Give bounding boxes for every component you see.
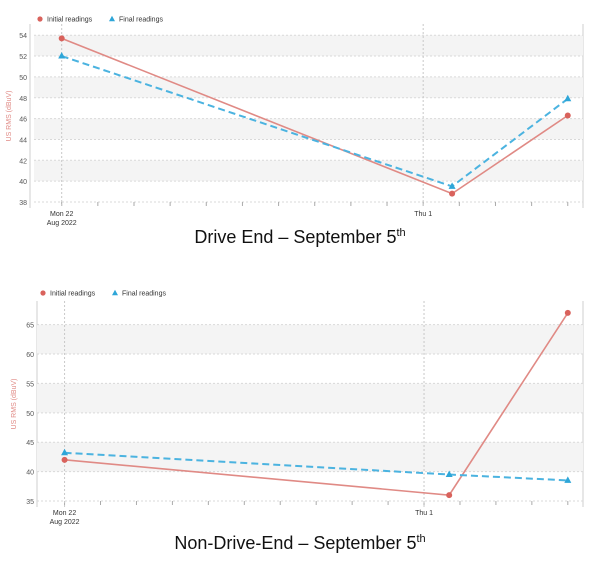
non-drive-end-caption: Non-Drive-End – September 5th xyxy=(0,533,600,554)
chart2-final-reading-point xyxy=(61,448,69,456)
chart2-legend-final-label: Final readings xyxy=(122,291,166,298)
chart1-legend-final-marker xyxy=(109,15,115,22)
chart1-grid-band xyxy=(34,35,583,57)
chart2-grid-band xyxy=(37,383,583,413)
chart2-final-reading-point xyxy=(445,470,453,478)
chart2-initial-reading-point xyxy=(446,492,453,499)
chart2-legend-final-marker xyxy=(112,289,118,296)
drive-end-panel: 38 40 42 44 46 48 50 52 54 Mon 22 Aug 2022 Thu 1 US … xyxy=(0,0,600,262)
chart2-initial-reading-point xyxy=(61,456,68,463)
chart1-y-tick-label: 44 xyxy=(19,137,27,144)
chart1-y-tick-label: 50 xyxy=(19,75,27,82)
chart1-grid-band xyxy=(34,160,583,182)
chart2-y-tick-label: 55 xyxy=(26,381,34,388)
chart1-y-axis-label: US RMS (dBuV) xyxy=(6,91,13,142)
chart1-initial-reading-point xyxy=(58,35,65,42)
non-drive-end-caption-text: Non-Drive-End – September 5 xyxy=(174,533,417,553)
chart1-y-tick-label: 38 xyxy=(19,200,27,207)
chart1-y-tick-label: 52 xyxy=(19,54,27,61)
chart2-initial-reading-point xyxy=(564,309,571,316)
chart1-y-tick-label: 54 xyxy=(19,33,27,40)
chart2-grid-band xyxy=(37,324,583,355)
chart1-initial-reading-point xyxy=(564,112,571,119)
drive-end-chart: 38 40 42 44 46 48 50 52 54 Mon 22 Aug 2022 Thu 1 US … xyxy=(6,15,584,227)
chart1-y-tick-label: 48 xyxy=(19,96,27,103)
drive-end-caption-text: Drive End – September 5 xyxy=(194,227,397,247)
chart2-final-reading-point xyxy=(564,476,572,483)
chart2-y-axis-label: US RMS (dBuV) xyxy=(11,379,18,430)
chart2-y-tick-label: 40 xyxy=(26,470,34,477)
non-drive-end-panel: 35 40 45 50 55 60 65 Mon 22 Aug 2022 Thu 1 US RMS … xyxy=(0,281,600,561)
drive-end-caption-sup: th xyxy=(396,227,406,239)
chart1-y-tick-label: 42 xyxy=(19,158,27,165)
chart1-grid-band xyxy=(34,76,583,98)
chart2-y-tick-label: 35 xyxy=(26,499,34,506)
chart2-x-tick-sublabel: Aug 2022 xyxy=(50,519,80,526)
non-drive-end-caption-sup: th xyxy=(416,533,426,545)
chart1-final-reading-point xyxy=(448,182,456,189)
chart2-x-tick-label: Thu 1 xyxy=(415,510,433,517)
chart1-grid-band xyxy=(34,118,583,140)
chart1-y-tick-label: 46 xyxy=(19,117,27,124)
chart1-initial-reading-point xyxy=(449,190,456,197)
chart1-x-tick-sublabel: Aug 2022 xyxy=(47,220,77,227)
chart2-legend-initial-label: Initial readings xyxy=(50,291,96,298)
chart1-final-reading-point xyxy=(564,94,572,102)
chart1-legend-initial-marker xyxy=(37,16,43,22)
drive-end-caption: Drive End – September 5th xyxy=(0,227,600,248)
chart2-y-tick-label: 50 xyxy=(26,411,34,418)
chart2-y-tick-label: 60 xyxy=(26,352,34,359)
chart2-y-tick-label: 65 xyxy=(26,323,34,330)
chart1-final-reading-point xyxy=(58,52,66,59)
non-drive-end-chart: 35 40 45 50 55 60 65 Mon 22 Aug 2022 Thu 1 US RMS … xyxy=(11,289,584,526)
chart1-legend-final-label: Final readings xyxy=(119,17,163,24)
chart1-y-tick-label: 40 xyxy=(19,179,27,186)
chart1-x-tick-label: Mon 22 xyxy=(50,211,73,218)
chart2-y-tick-label: 45 xyxy=(26,440,34,447)
chart1-legend-initial-label: Initial readings xyxy=(47,17,93,24)
chart2-legend-initial-marker xyxy=(40,290,46,296)
chart2-x-tick-label: Mon 22 xyxy=(53,510,76,517)
chart1-x-tick-label: Thu 1 xyxy=(414,211,432,218)
